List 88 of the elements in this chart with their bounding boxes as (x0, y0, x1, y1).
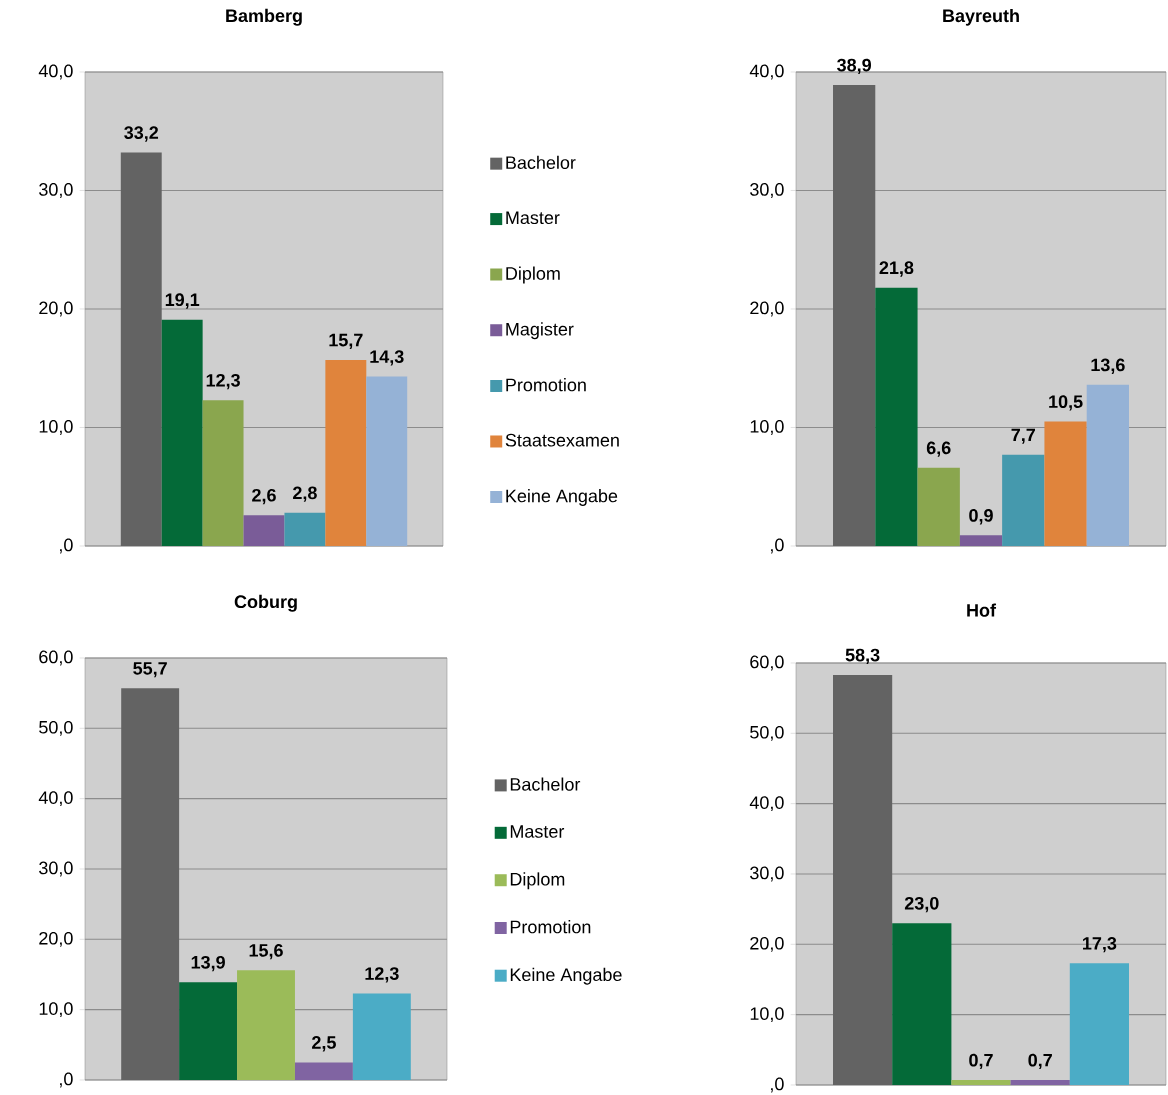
y-tick-label: 40,0 (749, 64, 784, 80)
data-label: 21,8 (879, 261, 914, 277)
y-tick-label: 30,0 (39, 861, 73, 877)
data-label: 0,9 (969, 509, 993, 525)
bar (1044, 421, 1087, 546)
data-label: 12,3 (365, 967, 399, 983)
data-label: 55,7 (133, 662, 167, 678)
legend-label: Keine Angabe (510, 967, 622, 985)
y-tick-label: 20,0 (750, 936, 784, 952)
legend-label: Magister (506, 322, 574, 340)
chart-title: Hof (967, 603, 997, 617)
data-label: 17,3 (1083, 937, 1117, 953)
y-tick-label: 50,0 (750, 725, 784, 741)
data-label: 38,9 (837, 58, 871, 75)
bar (1002, 454, 1045, 546)
y-tick-label: 30,0 (750, 183, 784, 198)
data-label: 2,5 (312, 1036, 336, 1052)
chart-title: Coburg (234, 594, 297, 612)
legend-label: Staatsexamen (505, 433, 619, 447)
data-label: 13,6 (1091, 358, 1125, 374)
data-label: 15,6 (249, 943, 283, 960)
bar (161, 319, 203, 546)
y-tick-label: ,0 (771, 538, 784, 554)
bar (1086, 384, 1129, 546)
data-label: 14,3 (370, 350, 404, 366)
bar (179, 982, 238, 1080)
y-tick-label: 30,0 (39, 183, 73, 198)
y-tick-label: 60,0 (39, 650, 73, 666)
data-label: 2,6 (252, 488, 276, 505)
bar (121, 688, 180, 1080)
y-tick-label: ,0 (60, 538, 73, 554)
bar (237, 970, 295, 1080)
y-tick-label: 40,0 (38, 64, 73, 80)
bar (959, 535, 1003, 546)
y-tick-label: ,0 (771, 1077, 784, 1093)
bar (875, 287, 918, 546)
bar (833, 674, 893, 1085)
legend-label: Keine Angabe (506, 489, 618, 506)
bar (951, 1080, 1011, 1085)
bar (243, 515, 285, 546)
legend-label: Bachelor (510, 777, 581, 791)
data-label: 15,7 (329, 333, 363, 349)
legend-label: Master (510, 825, 565, 838)
bar (284, 512, 326, 546)
bar (892, 923, 952, 1085)
bar (1069, 963, 1129, 1085)
data-label: 0,7 (969, 1053, 993, 1070)
bar (1010, 1080, 1070, 1085)
data-label: 33,2 (124, 126, 159, 142)
bar (120, 152, 162, 546)
legend-label: Bachelor (506, 155, 576, 170)
data-label: 23,0 (904, 896, 939, 913)
data-label: 19,1 (165, 293, 200, 309)
y-tick-label: 10,0 (750, 1007, 784, 1023)
chart-title: Bayreuth (943, 8, 1019, 26)
legend-label: Promotion (510, 920, 591, 934)
y-tick-label: 20,0 (750, 301, 784, 317)
y-tick-label: 10,0 (750, 420, 784, 435)
y-tick-label: ,0 (60, 1072, 73, 1088)
data-label: 13,9 (191, 955, 225, 972)
data-label: 0,7 (1028, 1053, 1052, 1070)
data-label: 10,5 (1049, 395, 1083, 411)
y-tick-label: 30,0 (750, 866, 784, 882)
y-tick-label: 20,0 (39, 931, 73, 947)
y-tick-label: 40,0 (38, 791, 73, 807)
data-label: 2,8 (293, 486, 317, 502)
chart-title: Bamberg (226, 8, 302, 26)
bar (325, 359, 367, 546)
bar (366, 376, 408, 546)
data-label: 6,6 (926, 441, 951, 457)
y-tick-label: 20,0 (39, 301, 73, 317)
legend-label: Master (506, 211, 560, 225)
data-label: 58,3 (845, 648, 880, 664)
legend-label: Diplom (506, 266, 560, 284)
bar (352, 993, 411, 1080)
y-tick-label: 10,0 (39, 420, 73, 435)
y-tick-label: 10,0 (39, 1002, 73, 1018)
bar (833, 85, 876, 546)
y-tick-label: 60,0 (750, 655, 784, 671)
data-label: 7,7 (1011, 428, 1036, 444)
legend-label: Diplom (510, 872, 565, 890)
y-tick-label: 40,0 (749, 796, 784, 812)
bar (294, 1062, 353, 1080)
y-tick-label: 50,0 (39, 720, 73, 736)
legend-label: Promotion (506, 378, 586, 392)
bar (202, 400, 244, 546)
data-label: 12,3 (206, 373, 240, 390)
bar (917, 467, 960, 546)
